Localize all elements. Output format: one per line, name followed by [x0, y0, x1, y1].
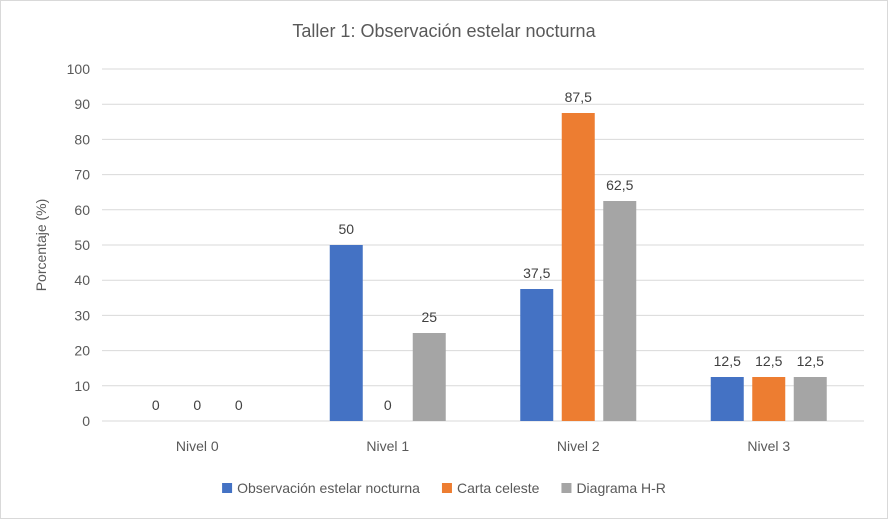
y-tick-label: 40 — [74, 272, 90, 288]
gridlines — [102, 68, 864, 422]
data-label: 62,5 — [606, 177, 633, 193]
legend-swatch — [561, 483, 572, 493]
y-tick-label: 80 — [74, 131, 90, 147]
bar — [520, 289, 554, 421]
data-label: 0 — [384, 397, 392, 413]
data-label: 37,5 — [523, 265, 550, 281]
bar — [793, 377, 827, 421]
bar — [752, 377, 786, 421]
legend-swatch — [441, 483, 452, 493]
y-tick-labels: 0 10 20 30 40 50 60 70 80 90 100 — [67, 61, 91, 429]
data-label: 12,5 — [755, 353, 782, 369]
y-axis-label: Porcentaje (%) — [33, 199, 49, 292]
bar — [603, 201, 637, 421]
bar — [412, 333, 446, 421]
legend: Observación estelar nocturna Carta celest… — [222, 480, 666, 496]
legend-swatch — [222, 483, 233, 493]
chart-title: Taller 1: Observación estelar nocturna — [292, 21, 596, 41]
x-tick-label: Nivel 2 — [557, 438, 600, 454]
x-tick-label: Nivel 1 — [366, 438, 409, 454]
data-label: 0 — [152, 397, 160, 413]
x-tick-label: Nivel 3 — [747, 438, 790, 454]
y-tick-label: 60 — [74, 202, 90, 218]
y-tick-label: 90 — [74, 96, 90, 112]
y-tick-label: 10 — [74, 378, 90, 394]
data-label: 0 — [193, 397, 201, 413]
data-labels: 0 0 0 50 0 25 37,5 87,5 62,5 12,5 12,5 12,5 — [152, 89, 824, 413]
data-label: 25 — [421, 309, 437, 325]
legend-entry: Diagrama H-R — [576, 480, 665, 496]
y-tick-label: 100 — [67, 61, 91, 77]
data-label: 87,5 — [565, 89, 592, 105]
y-tick-label: 30 — [74, 307, 90, 323]
data-label: 12,5 — [797, 353, 824, 369]
bars — [329, 113, 827, 421]
bar — [329, 245, 363, 421]
data-label: 0 — [235, 397, 243, 413]
y-tick-label: 70 — [74, 167, 90, 183]
legend-entry: Observación estelar nocturna — [237, 480, 420, 496]
legend-entry: Carta celeste — [457, 480, 540, 496]
x-tick-label: Nivel 0 — [176, 438, 219, 454]
x-tick-labels: Nivel 0 Nivel 1 Nivel 2 Nivel 3 — [176, 438, 791, 454]
bar — [561, 113, 595, 421]
y-tick-label: 0 — [82, 413, 90, 429]
data-label: 12,5 — [714, 353, 741, 369]
bar — [710, 377, 744, 421]
y-tick-label: 20 — [74, 343, 90, 359]
data-label: 50 — [338, 221, 354, 237]
y-tick-label: 50 — [74, 237, 90, 253]
